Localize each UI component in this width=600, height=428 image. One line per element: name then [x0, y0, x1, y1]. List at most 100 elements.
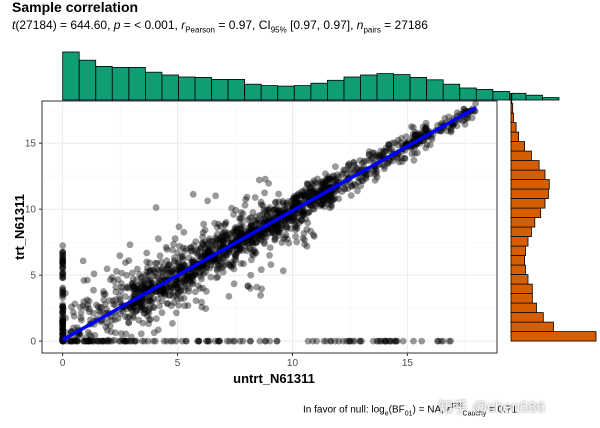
scatter-point: [146, 276, 154, 284]
scatter-point: [197, 269, 204, 276]
scatter-point: [370, 167, 378, 175]
y-tick-label: 0: [30, 337, 36, 348]
top-hist-bar: [343, 76, 361, 101]
scatter-point: [282, 205, 290, 213]
scatter-point: [270, 222, 278, 230]
scatter-point: [59, 322, 67, 330]
scatter-point: [250, 251, 257, 259]
scatter-point: [189, 277, 197, 285]
scatter-point: [179, 256, 187, 263]
scatter-point: [308, 179, 316, 187]
scatter-point: [371, 152, 379, 160]
scatter-point: [160, 285, 168, 293]
top-hist-bar: [409, 77, 428, 101]
scatter-point: [114, 276, 122, 283]
scatter-point: [401, 155, 409, 162]
scatter-point: [59, 320, 67, 328]
scatter-point: [447, 128, 455, 136]
scatter-point: [294, 214, 301, 222]
scatter-point: [231, 225, 239, 233]
scatter-point: [126, 241, 134, 249]
scatter-point: [198, 251, 205, 259]
scatter-point: [112, 288, 120, 296]
scatter-point: [81, 337, 89, 345]
scatter-point: [162, 269, 170, 277]
scatter-point: [236, 229, 243, 237]
scatter-point: [392, 337, 400, 345]
scatter-point: [170, 265, 177, 273]
scatter-point: [139, 285, 146, 293]
scatter-point: [181, 247, 188, 255]
scatter-point: [195, 337, 203, 345]
scatter-point: [131, 308, 139, 316]
scatter-point: [88, 337, 96, 345]
scatter-point: [59, 331, 67, 338]
scatter-point: [129, 314, 137, 321]
scatter-point: [274, 209, 282, 217]
scatter-point: [411, 143, 419, 151]
scatter-point: [171, 254, 178, 262]
scatter-point: [255, 219, 263, 227]
scatter-point: [59, 330, 67, 338]
scatter-point: [397, 139, 405, 147]
scatter-point: [345, 160, 353, 168]
scatter-point: [140, 280, 148, 288]
scatter-point: [144, 264, 151, 272]
scatter-point: [248, 220, 255, 228]
scatter-point: [369, 149, 377, 157]
scatter-point: [355, 178, 362, 186]
scatter-point: [247, 284, 254, 292]
scatter-point: [178, 253, 186, 261]
scatter-point: [209, 238, 217, 245]
scatter-point: [144, 337, 152, 345]
scatter-point: [329, 177, 337, 184]
scatter-point: [191, 288, 199, 296]
scatter-point: [281, 217, 288, 225]
scatter-point: [253, 233, 261, 241]
right-hist-bar: [510, 331, 597, 342]
scatter-point: [59, 320, 67, 328]
scatter-point: [188, 273, 196, 280]
scatter-point: [214, 224, 221, 231]
scatter-point: [283, 199, 290, 207]
scatter-point: [196, 269, 204, 277]
scatter-point: [103, 305, 110, 313]
scatter-point: [129, 302, 137, 310]
scatter-point: [257, 231, 265, 238]
scatter-point: [290, 194, 297, 202]
scatter-point: [288, 214, 296, 222]
scatter-point: [327, 201, 335, 209]
scatter-point: [208, 257, 216, 265]
scatter-point: [59, 327, 67, 335]
scatter-point: [138, 297, 146, 305]
scatter-point: [206, 244, 214, 252]
scatter-point: [94, 303, 102, 311]
scatter-point: [176, 261, 184, 269]
scatter-point: [160, 287, 167, 294]
scatter-point: [157, 258, 165, 266]
scatter-point: [373, 173, 381, 181]
scatter-point: [247, 222, 255, 230]
scatter-point: [158, 309, 166, 317]
scatter-point: [126, 313, 133, 320]
right-hist-bar: [510, 302, 537, 314]
scatter-point: [331, 337, 339, 345]
scatter-point: [301, 236, 308, 244]
scatter-point: [321, 177, 329, 185]
scatter-point: [59, 258, 67, 266]
scatter-point: [183, 282, 191, 290]
scatter-point: [121, 337, 129, 345]
scatter-point: [136, 301, 143, 309]
scatter-point: [308, 188, 316, 196]
scatter-point: [158, 287, 166, 295]
right-hist-bar: [510, 160, 540, 171]
scatter-point: [310, 205, 318, 213]
scatter-point: [143, 258, 151, 266]
scatter-point: [372, 170, 380, 178]
scatter-point: [66, 337, 74, 345]
scatter-point: [137, 330, 145, 338]
scatter-point: [368, 155, 375, 163]
scatter-point: [59, 317, 67, 324]
scatter-point: [288, 201, 296, 209]
scatter-point: [261, 216, 269, 224]
